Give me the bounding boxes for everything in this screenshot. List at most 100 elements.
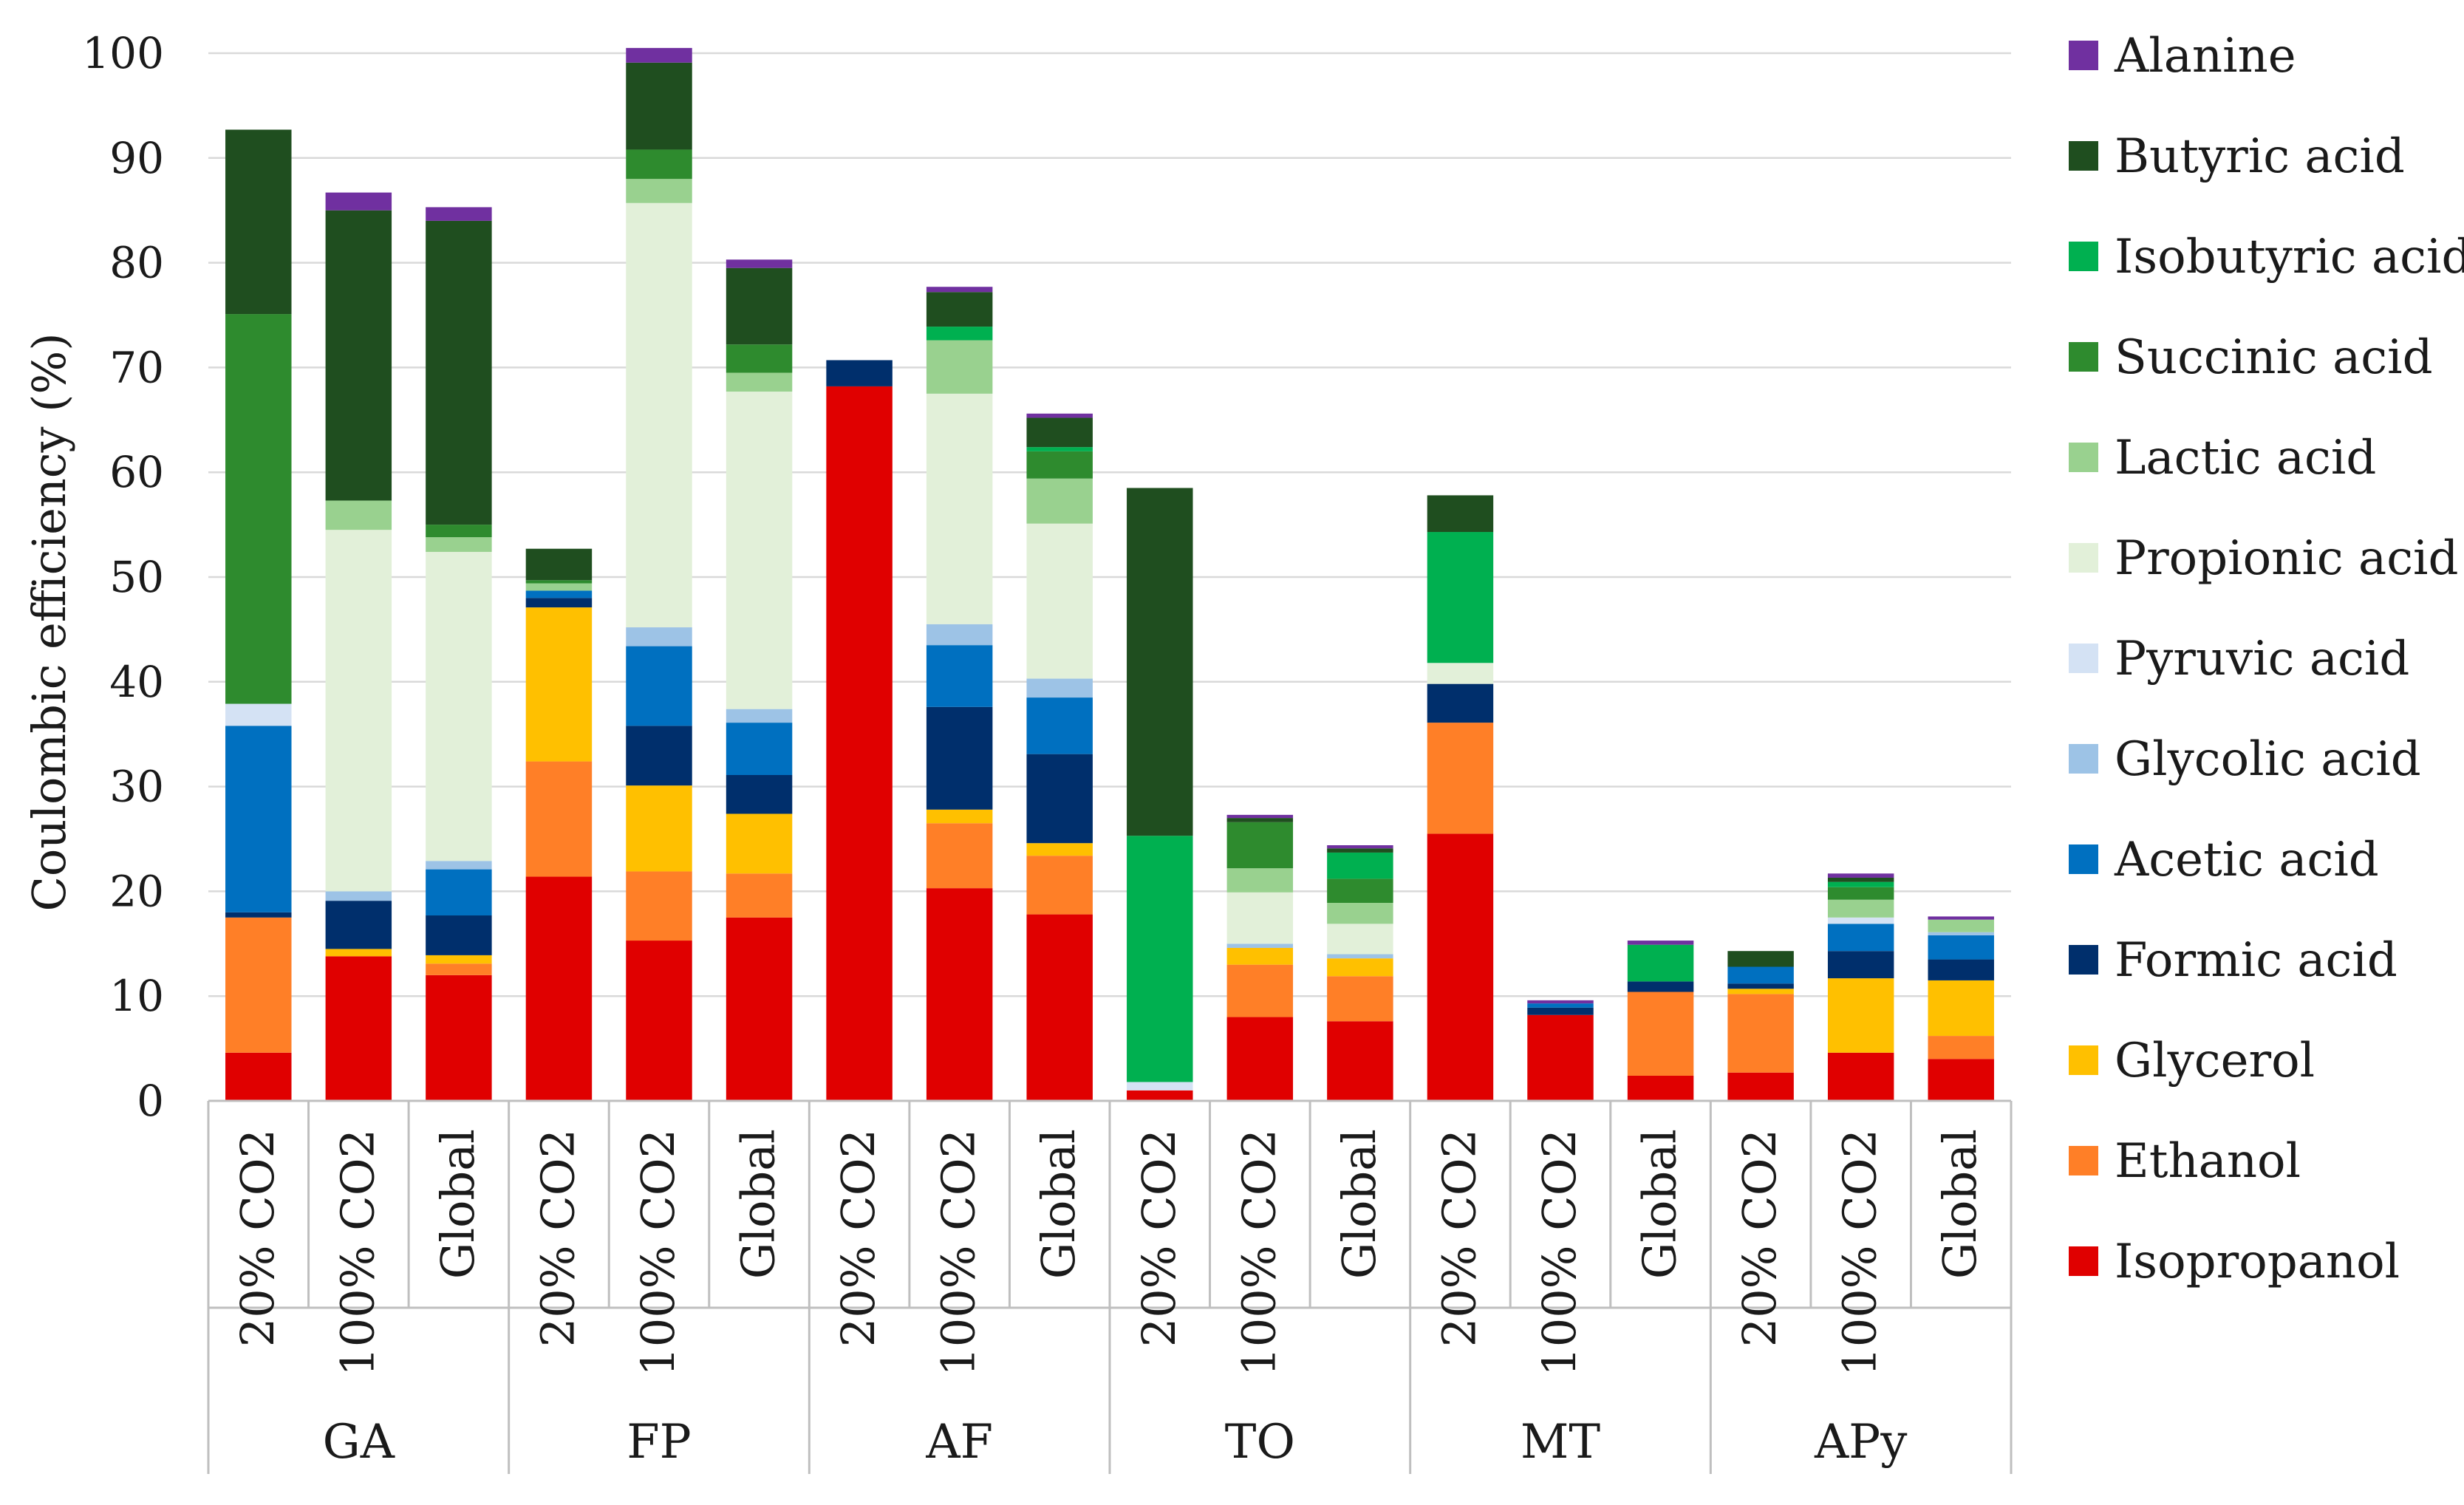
- bar-segment: [1127, 1082, 1193, 1091]
- legend-label: Butyric acid: [2115, 129, 2405, 184]
- bar-segment: [626, 149, 692, 180]
- bar-segment: [926, 888, 993, 1101]
- x-tick-label: 20% CO2: [1132, 1129, 1186, 1347]
- legend-label: Isobutyric acid: [2115, 230, 2464, 284]
- legend-swatch: [2069, 744, 2098, 774]
- x-axis: 20% CO2 100% CO2 Global GA 20% CO2 100% CO2 Gl…: [207, 1099, 2013, 1474]
- bar-segment: [1928, 1059, 1994, 1101]
- legend-swatch: [2069, 644, 2098, 673]
- bar-segment: [1026, 447, 1093, 451]
- bar-segment: [525, 876, 593, 1101]
- bar-stack: [1026, 413, 1093, 1101]
- bar-segment: [926, 327, 993, 341]
- x-tick-label: 100% CO2: [330, 1129, 384, 1376]
- bar-segment: [325, 901, 392, 949]
- bar-segment: [1026, 843, 1093, 856]
- bar-stacks: [225, 47, 1994, 1101]
- bar-stack: [726, 259, 793, 1101]
- bar-segment: [1527, 1014, 1594, 1101]
- bar-stack: [1226, 814, 1294, 1101]
- bar-segment: [1226, 818, 1294, 822]
- bar-segment: [426, 207, 492, 221]
- bar-segment: [525, 607, 593, 762]
- x-tick-label: Global: [1031, 1129, 1085, 1279]
- x-group-label: TO: [1225, 1415, 1295, 1470]
- bar-segment: [726, 917, 793, 1101]
- gridlines: [208, 52, 2011, 997]
- y-tick-label: 100: [82, 28, 164, 78]
- bar-segment: [1026, 754, 1093, 844]
- bar-segment: [726, 267, 793, 345]
- legend-label: Isopropanol: [2115, 1235, 2400, 1289]
- bar-segment: [1327, 902, 1393, 924]
- x-group-label: APy: [1814, 1415, 1907, 1470]
- bar-segment: [426, 869, 492, 916]
- bar-segment: [325, 956, 392, 1101]
- bar-stack: [1427, 495, 1494, 1101]
- bar-segment: [1427, 833, 1494, 1101]
- bar-stack: [1527, 1000, 1594, 1101]
- bar-segment: [1327, 958, 1393, 977]
- bar-segment: [225, 726, 292, 912]
- bar-segment: [426, 861, 492, 870]
- x-tick-label: Global: [731, 1129, 785, 1279]
- bar-segment: [726, 813, 793, 874]
- bar-segment: [626, 941, 692, 1101]
- bar-segment: [1627, 1075, 1694, 1101]
- bar-segment: [726, 873, 793, 918]
- bar-segment: [926, 706, 993, 810]
- y-tick-label: 80: [109, 238, 164, 288]
- legend-label: Glycolic acid: [2115, 732, 2421, 787]
- legend-item: Glycolic acid: [2069, 732, 2421, 787]
- bar-segment: [1527, 1003, 1594, 1008]
- legend: Alanine Butyric acid Isobutyric acid Succin…: [2069, 29, 2464, 1289]
- bar-segment: [1026, 417, 1093, 448]
- bar-segment: [1127, 488, 1193, 836]
- legend-swatch: [2069, 41, 2098, 70]
- bar-segment: [1928, 916, 1994, 920]
- bar-stack: [1327, 845, 1393, 1101]
- legend-swatch: [2069, 1146, 2098, 1175]
- bar-segment: [525, 583, 593, 591]
- bar-segment: [1226, 822, 1294, 869]
- bar-segment: [1627, 944, 1694, 982]
- bar-stack: [426, 207, 492, 1101]
- bar-segment: [1827, 899, 1894, 918]
- bar-segment: [426, 537, 492, 552]
- bar-segment: [325, 210, 392, 501]
- bar-segment: [426, 525, 492, 538]
- bar-stack: [1827, 873, 1894, 1101]
- bar-segment: [926, 292, 993, 327]
- x-group-label: MT: [1521, 1415, 1601, 1470]
- legend-swatch: [2069, 1246, 2098, 1276]
- bar-segment: [525, 590, 593, 598]
- bar-segment: [1928, 932, 1994, 935]
- bar-segment: [1827, 873, 1894, 878]
- bar-segment: [726, 723, 793, 776]
- bar-segment: [225, 703, 292, 726]
- bar-segment: [926, 823, 993, 889]
- bar-segment: [926, 624, 993, 646]
- bar-segment: [1527, 1007, 1594, 1015]
- x-tick-label: 100% CO2: [1833, 1129, 1887, 1376]
- legend-item: Isobutyric acid: [2069, 230, 2464, 284]
- bar-stack: [626, 47, 692, 1101]
- bar-segment: [1827, 1052, 1894, 1101]
- bar-segment: [1727, 951, 1794, 967]
- y-tick-label: 50: [109, 552, 164, 602]
- bar-segment: [1627, 992, 1694, 1076]
- y-tick-label: 70: [109, 342, 164, 392]
- legend-item: Butyric acid: [2069, 129, 2405, 184]
- y-axis: 0 10 20 30 40 50 60 70 80 90 100: [82, 28, 164, 1126]
- bar-segment: [626, 646, 692, 726]
- bar-segment: [325, 891, 392, 901]
- bar-segment: [325, 949, 392, 957]
- bar-segment: [1928, 935, 1994, 960]
- bar-segment: [525, 580, 593, 584]
- bar-segment: [1827, 978, 1894, 1053]
- bar-segment: [1427, 532, 1494, 663]
- bar-segment: [1127, 1090, 1193, 1101]
- legend-item: Formic acid: [2069, 933, 2398, 988]
- bar-segment: [1226, 1017, 1294, 1101]
- bar-segment: [426, 220, 492, 525]
